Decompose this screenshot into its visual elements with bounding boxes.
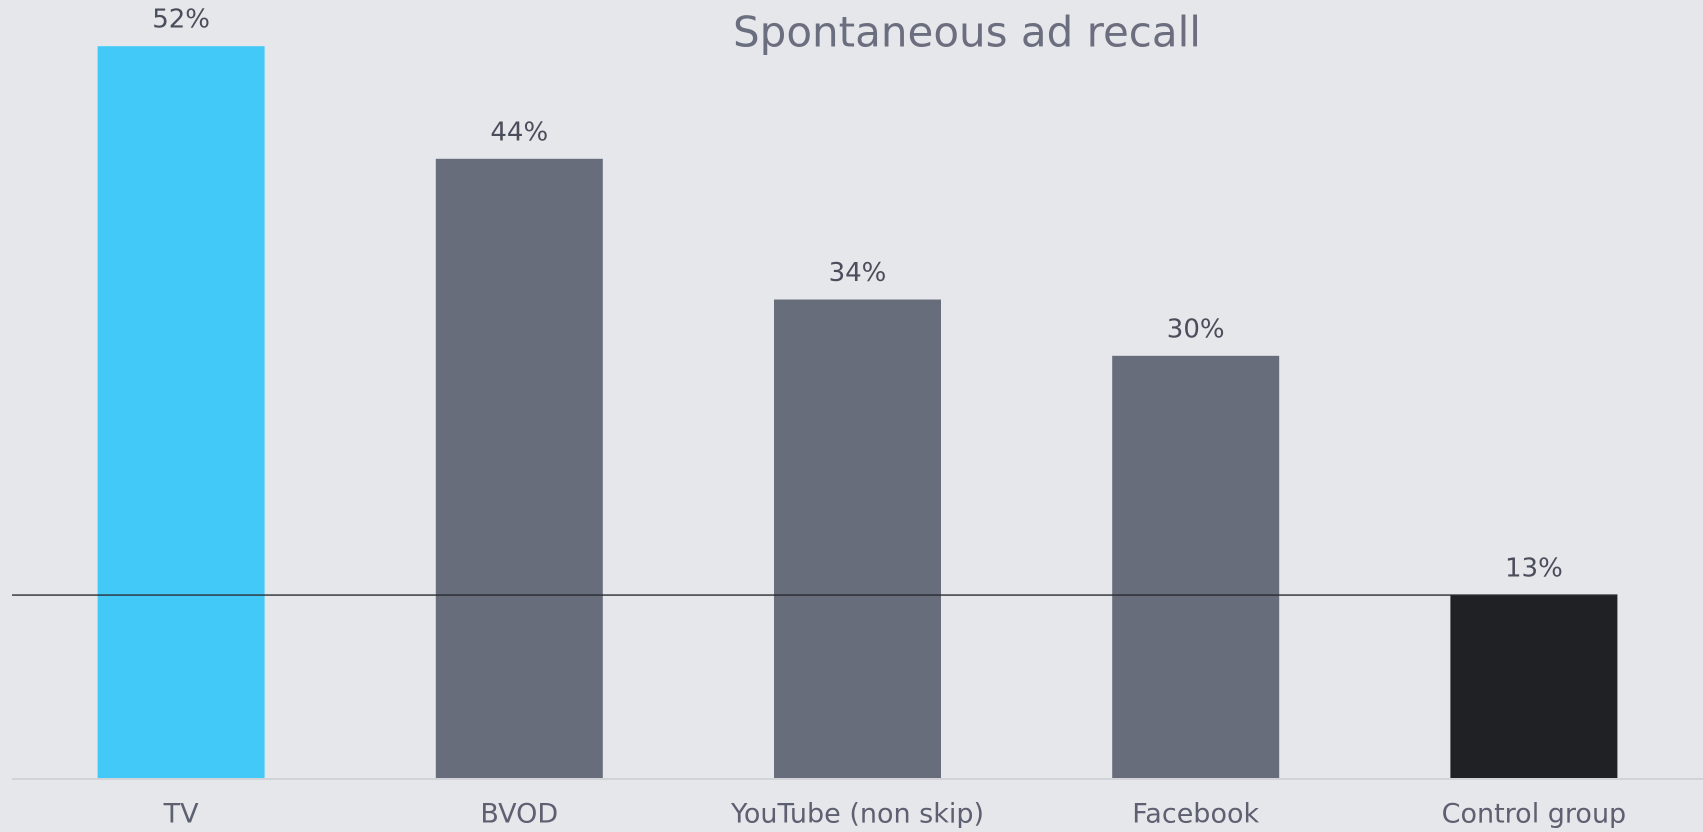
bar bbox=[1450, 595, 1618, 778]
value-label: 13% bbox=[1505, 554, 1563, 584]
bar bbox=[774, 299, 941, 778]
value-label: 44% bbox=[490, 117, 548, 147]
value-label: 30% bbox=[1167, 314, 1225, 344]
x-tick-label: TV bbox=[163, 799, 199, 830]
bar bbox=[1112, 355, 1280, 778]
value-label: 52% bbox=[152, 5, 210, 35]
x-tick-label: Facebook bbox=[1132, 799, 1259, 830]
x-tick-label: BVOD bbox=[480, 799, 558, 830]
chart-title: Spontaneous ad recall bbox=[733, 8, 1201, 57]
bar bbox=[435, 158, 603, 779]
bar bbox=[97, 46, 265, 778]
x-tick-label: YouTube (non skip) bbox=[730, 799, 984, 830]
value-label: 34% bbox=[829, 258, 887, 288]
x-tick-label: Control group bbox=[1442, 799, 1627, 830]
